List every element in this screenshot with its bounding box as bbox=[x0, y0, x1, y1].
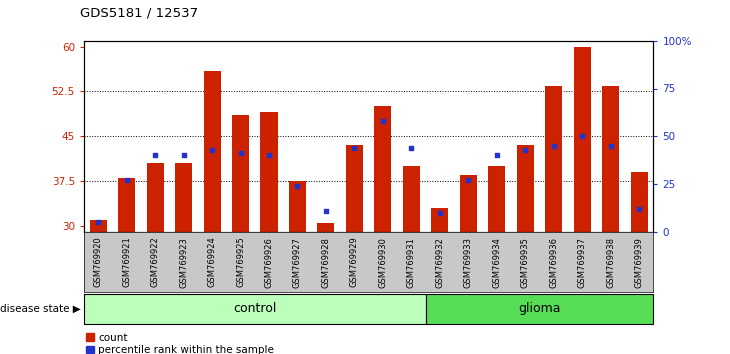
Text: GSM769927: GSM769927 bbox=[293, 237, 302, 287]
Bar bbox=[574, 47, 591, 232]
Bar bbox=[488, 166, 505, 232]
Bar bbox=[517, 145, 534, 232]
Bar bbox=[403, 166, 420, 232]
Point bbox=[463, 177, 474, 183]
Text: GSM769922: GSM769922 bbox=[150, 237, 160, 287]
Text: GSM769924: GSM769924 bbox=[207, 237, 217, 287]
Text: GSM769926: GSM769926 bbox=[264, 237, 274, 287]
Point bbox=[206, 147, 218, 153]
Text: GSM769933: GSM769933 bbox=[464, 237, 473, 288]
Bar bbox=[426, 294, 653, 324]
Bar bbox=[261, 113, 277, 232]
Bar bbox=[90, 220, 107, 232]
Point bbox=[434, 210, 445, 216]
Bar bbox=[631, 172, 648, 232]
Point bbox=[406, 145, 418, 150]
Point bbox=[92, 219, 104, 225]
Point bbox=[519, 147, 531, 153]
Bar bbox=[346, 145, 363, 232]
Bar bbox=[460, 175, 477, 232]
Text: GSM769929: GSM769929 bbox=[350, 237, 359, 287]
Point bbox=[235, 151, 247, 156]
Point bbox=[121, 177, 133, 183]
Bar bbox=[602, 86, 619, 232]
Legend: count, percentile rank within the sample: count, percentile rank within the sample bbox=[85, 333, 274, 354]
Bar bbox=[545, 86, 562, 232]
Point bbox=[149, 153, 161, 158]
Text: GDS5181 / 12537: GDS5181 / 12537 bbox=[80, 6, 199, 19]
Bar bbox=[289, 181, 306, 232]
Point bbox=[320, 208, 331, 214]
Bar bbox=[84, 294, 426, 324]
Bar bbox=[374, 107, 391, 232]
Point bbox=[577, 133, 588, 139]
Text: GSM769936: GSM769936 bbox=[549, 237, 558, 288]
Text: control: control bbox=[233, 302, 277, 315]
Text: GSM769931: GSM769931 bbox=[407, 237, 416, 287]
Point bbox=[178, 153, 190, 158]
Text: GSM769937: GSM769937 bbox=[577, 237, 587, 288]
Text: GSM769928: GSM769928 bbox=[321, 237, 331, 287]
Text: GSM769923: GSM769923 bbox=[179, 237, 188, 287]
Text: GSM769930: GSM769930 bbox=[378, 237, 388, 287]
Point bbox=[634, 206, 645, 212]
Bar bbox=[431, 208, 448, 232]
Text: GSM769921: GSM769921 bbox=[122, 237, 131, 287]
Point bbox=[604, 143, 616, 149]
Bar bbox=[204, 70, 220, 232]
Text: GSM769932: GSM769932 bbox=[435, 237, 445, 287]
Bar bbox=[318, 223, 334, 232]
Text: GSM769938: GSM769938 bbox=[606, 237, 615, 288]
Point bbox=[491, 153, 502, 158]
Text: disease state ▶: disease state ▶ bbox=[0, 304, 80, 314]
Text: glioma: glioma bbox=[518, 302, 561, 315]
Bar bbox=[147, 163, 164, 232]
Text: GSM769925: GSM769925 bbox=[236, 237, 245, 287]
Point bbox=[292, 183, 304, 189]
Text: GSM769920: GSM769920 bbox=[93, 237, 103, 287]
Text: GSM769934: GSM769934 bbox=[492, 237, 502, 287]
Point bbox=[349, 145, 361, 150]
Point bbox=[263, 153, 274, 158]
Point bbox=[548, 143, 559, 149]
Bar bbox=[175, 163, 192, 232]
Point bbox=[377, 118, 388, 124]
Bar bbox=[118, 178, 135, 232]
Bar bbox=[232, 115, 249, 232]
Text: GSM769935: GSM769935 bbox=[520, 237, 530, 287]
Text: GSM769939: GSM769939 bbox=[634, 237, 644, 287]
